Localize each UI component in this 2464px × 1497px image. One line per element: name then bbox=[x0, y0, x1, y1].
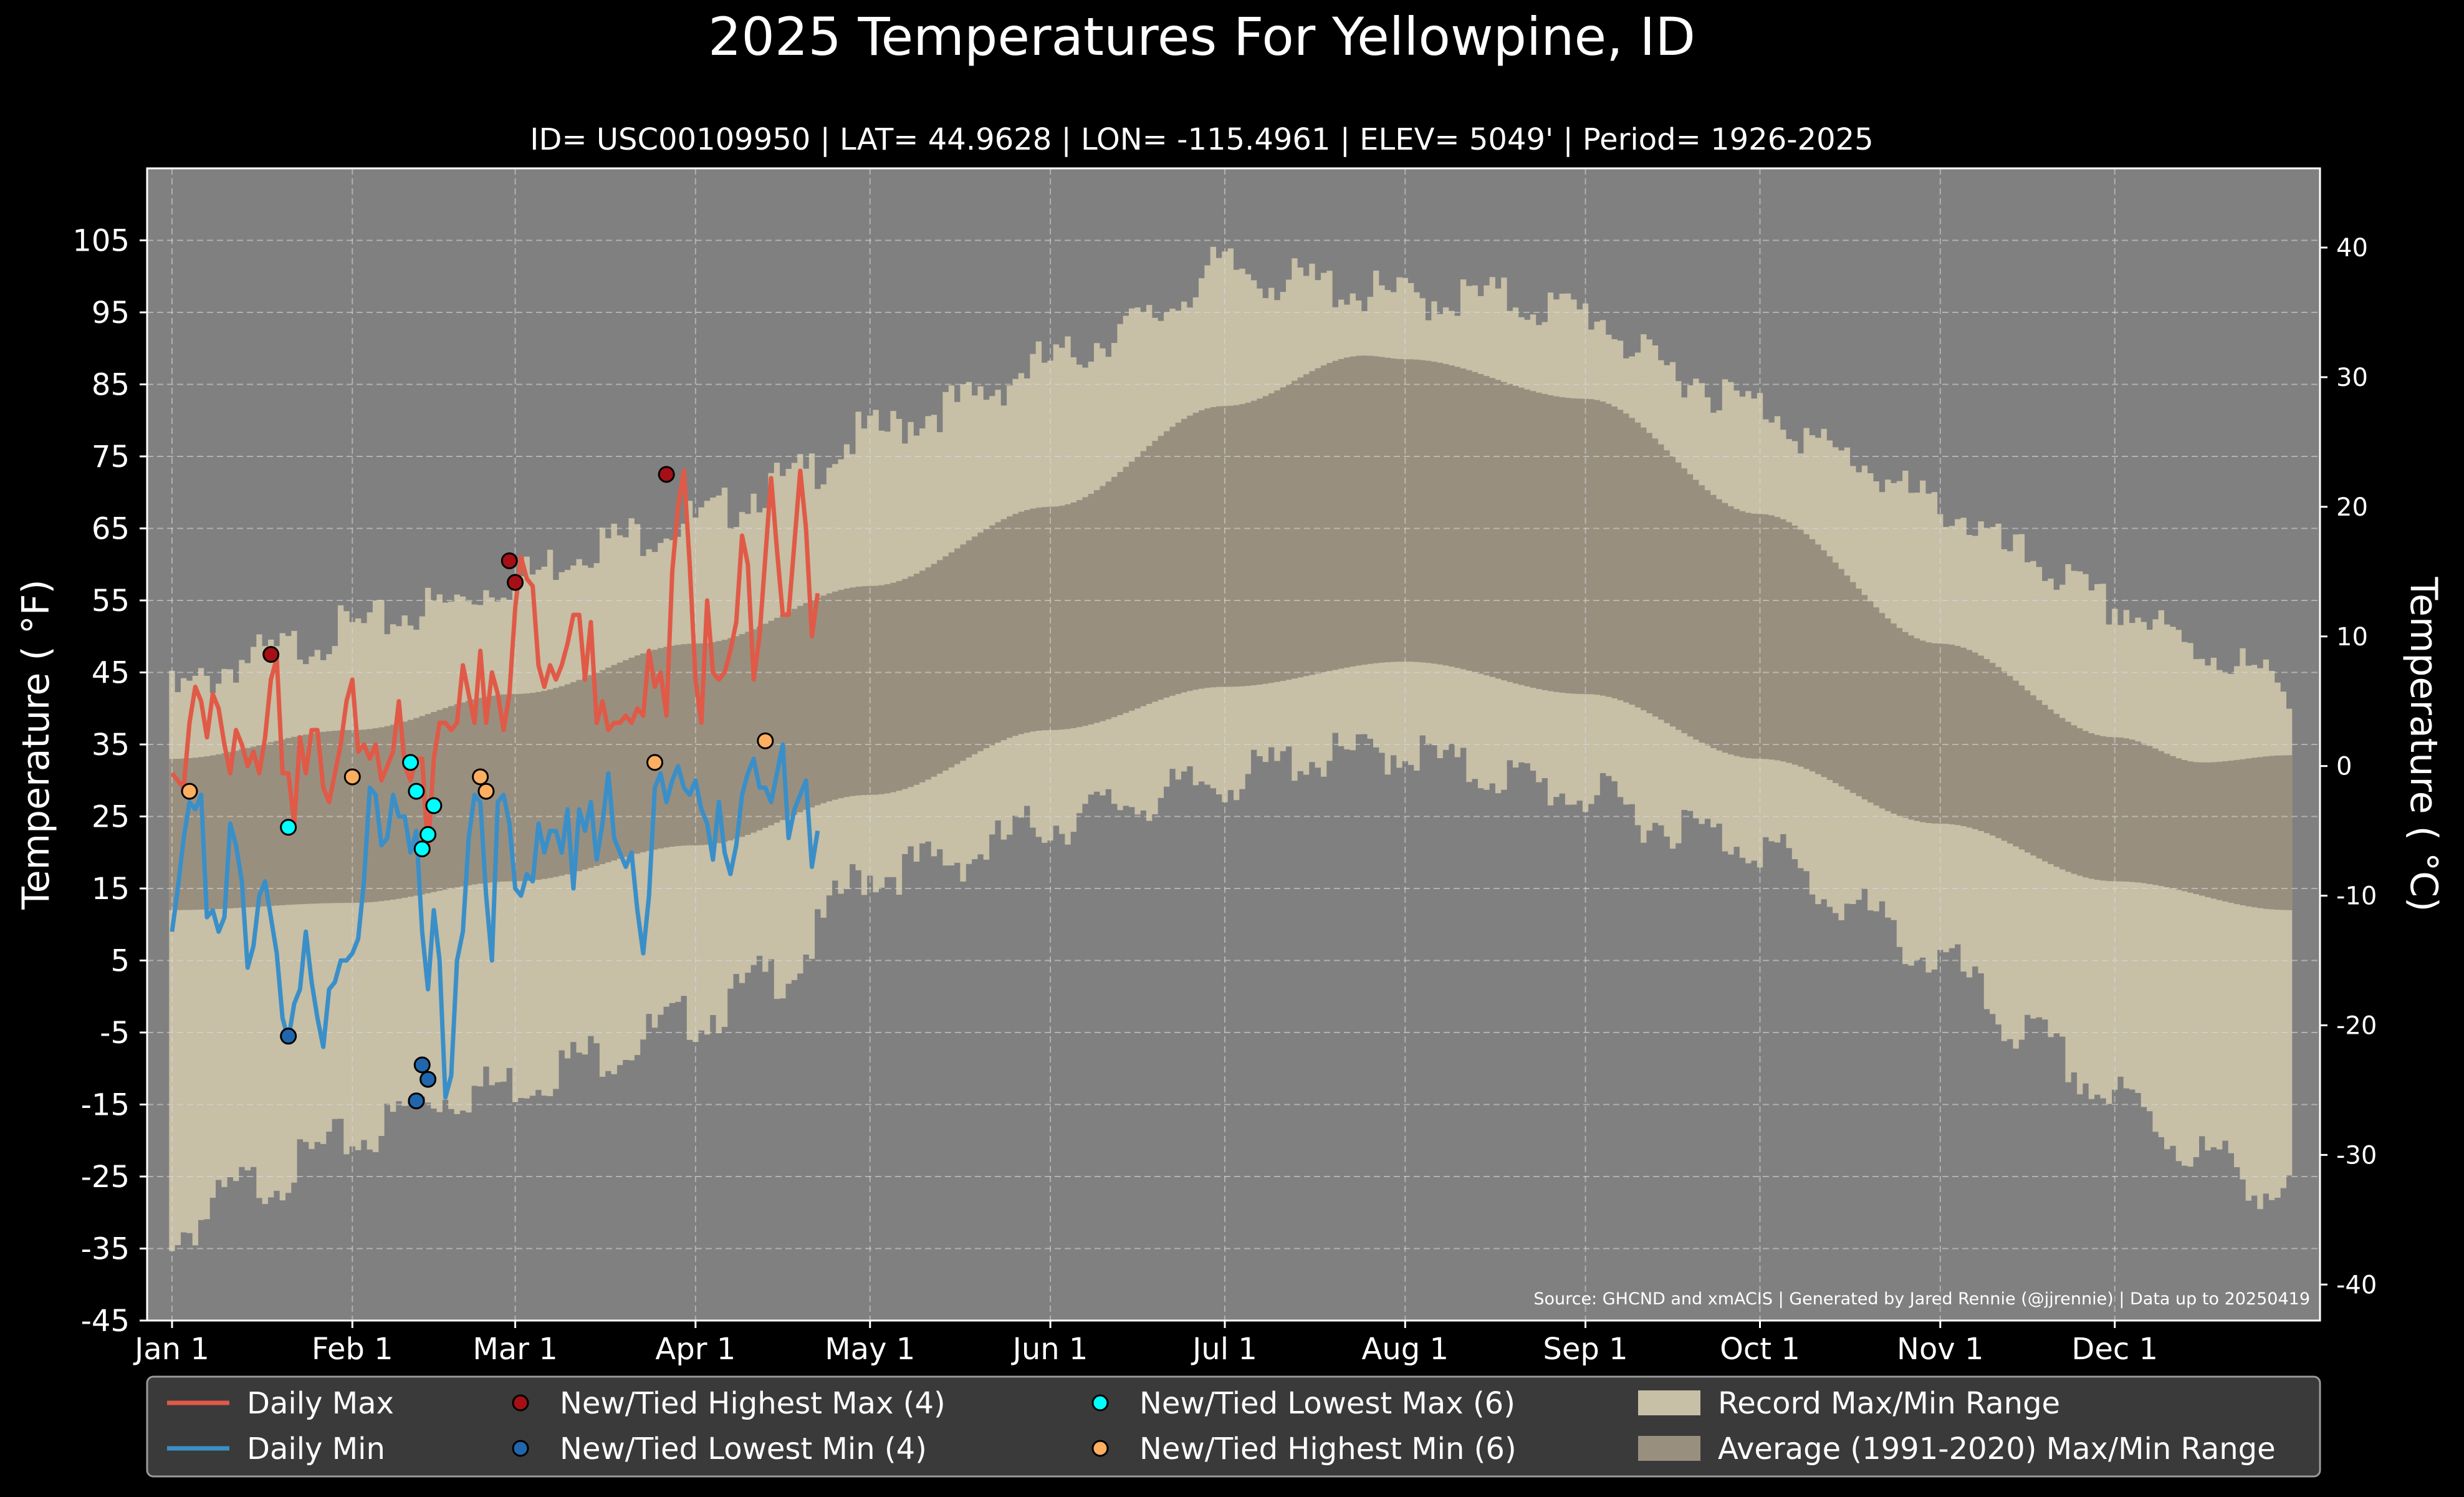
y2-tick-label: 20 bbox=[2336, 493, 2368, 522]
legend-swatch bbox=[512, 1394, 529, 1412]
new-lowest-max-marker bbox=[425, 797, 443, 814]
x-tick-label: Jul 1 bbox=[1191, 1332, 1257, 1367]
y2-tick-label: 40 bbox=[2336, 234, 2368, 262]
new-lowest-min-marker bbox=[413, 1056, 431, 1074]
new-highest-min-marker bbox=[477, 782, 495, 800]
new-lowest-max-marker bbox=[413, 840, 431, 857]
y-axis-left: 105 95 85 75 65 55 45 35 25 15 5 -5 -15 -25 -35 -45 bbox=[72, 224, 147, 1339]
legend-swatch bbox=[1091, 1394, 1109, 1412]
x-tick-label: Nov 1 bbox=[1897, 1332, 1983, 1367]
y2-tick-label: -30 bbox=[2336, 1141, 2377, 1170]
new-lowest-min-marker bbox=[419, 1071, 437, 1088]
new-lowest-max-marker bbox=[280, 819, 297, 836]
y-tick-label: 45 bbox=[92, 656, 130, 691]
legend-label: New/Tied Lowest Max (6) bbox=[1139, 1386, 1515, 1421]
y-tick-label: 105 bbox=[72, 224, 130, 259]
y-tick-label: -5 bbox=[100, 1016, 130, 1051]
x-axis: Jan 1 Feb 1 Mar 1 Apr 1 May 1 Jun 1 Jul 1 Aug 1… bbox=[133, 1321, 2158, 1367]
y2-axis-label: Temperature ( °C) bbox=[2402, 577, 2445, 912]
legend-swatch bbox=[512, 1440, 529, 1457]
legend-swatch bbox=[1638, 1436, 1700, 1461]
legend-swatch bbox=[1638, 1390, 1700, 1415]
legend-label: New/Tied Highest Min (6) bbox=[1139, 1432, 1517, 1466]
x-tick-label: Oct 1 bbox=[1720, 1332, 1800, 1367]
legend-item-average-range: Average (1991-2020) Max/Min Range bbox=[1638, 1432, 2276, 1466]
new-lowest-min-marker bbox=[408, 1092, 425, 1110]
daily-min-line bbox=[170, 742, 820, 1100]
new-highest-min-marker bbox=[181, 782, 198, 800]
y-tick-label: 15 bbox=[92, 872, 130, 907]
record-markers bbox=[181, 466, 774, 1110]
legend-label: Daily Max bbox=[247, 1386, 394, 1421]
new-highest-max-marker bbox=[501, 552, 518, 569]
y-axis-right: 40 30 20 10 0 -10 -20 -30 -40 bbox=[2320, 234, 2377, 1299]
x-tick-label: May 1 bbox=[825, 1332, 915, 1367]
x-tick-label: Dec 1 bbox=[2071, 1332, 2158, 1367]
legend-item-daily-min: Daily Min bbox=[167, 1432, 385, 1466]
legend-box bbox=[146, 1375, 2321, 1478]
x-tick-label: Feb 1 bbox=[312, 1332, 393, 1367]
new-highest-min-marker bbox=[343, 768, 361, 786]
record-range-band bbox=[169, 246, 2293, 1251]
new-highest-max-marker bbox=[262, 646, 280, 663]
chart-subtitle: ID= USC00109950 | LAT= 44.9628 | LON= -1… bbox=[530, 122, 1873, 157]
legend: Daily Max New/Tied Highest Max (4) New/Tie… bbox=[146, 1375, 2321, 1478]
new-highest-min-marker bbox=[757, 732, 774, 749]
y-tick-label: 85 bbox=[92, 368, 130, 403]
legend-swatch bbox=[1091, 1440, 1109, 1457]
legend-item-new-lowest-max: New/Tied Lowest Max (6) bbox=[1091, 1386, 1515, 1421]
legend-item-new-highest-min: New/Tied Highest Min (6) bbox=[1091, 1432, 1517, 1466]
y-axis-label: Temperature ( °F) bbox=[14, 579, 58, 910]
new-highest-min-marker bbox=[646, 754, 664, 771]
legend-label: New/Tied Lowest Min (4) bbox=[560, 1432, 927, 1466]
y-tick-label: -25 bbox=[81, 1160, 130, 1195]
y-tick-label: 5 bbox=[110, 944, 130, 979]
x-tick-label: Aug 1 bbox=[1362, 1332, 1449, 1367]
new-lowest-max-marker bbox=[419, 826, 437, 843]
y2-tick-label: -10 bbox=[2336, 882, 2377, 911]
y-tick-label: 35 bbox=[92, 728, 130, 763]
x-tick-label: Mar 1 bbox=[472, 1332, 557, 1367]
y-tick-label: 75 bbox=[92, 440, 130, 474]
y2-tick-label: 30 bbox=[2336, 363, 2368, 392]
new-lowest-max-marker bbox=[408, 782, 425, 800]
x-tick-label: Jun 1 bbox=[1011, 1332, 1088, 1367]
x-tick-label: Apr 1 bbox=[655, 1332, 736, 1367]
new-lowest-max-marker bbox=[402, 754, 419, 771]
y-tick-label: -35 bbox=[81, 1232, 130, 1267]
new-highest-min-marker bbox=[472, 768, 489, 786]
new-highest-max-marker bbox=[507, 574, 524, 591]
legend-item-daily-max: Daily Max bbox=[167, 1386, 394, 1421]
y2-tick-label: -20 bbox=[2336, 1011, 2377, 1040]
new-lowest-min-marker bbox=[280, 1028, 297, 1045]
y-tick-label: 55 bbox=[92, 584, 130, 619]
new-highest-max-marker bbox=[658, 466, 675, 483]
plot-area: Source: GHCND and xmACIS | Generated by … bbox=[146, 167, 2321, 1322]
y2-tick-label: 10 bbox=[2336, 623, 2368, 652]
y-tick-label: -45 bbox=[81, 1304, 130, 1339]
y-tick-label: 25 bbox=[92, 800, 130, 835]
grid-lines bbox=[147, 168, 2320, 1321]
y-tick-label: 65 bbox=[92, 512, 130, 547]
legend-item-new-lowest-min: New/Tied Lowest Min (4) bbox=[512, 1432, 927, 1466]
legend-label: Record Max/Min Range bbox=[1718, 1386, 2060, 1421]
y2-tick-label: 0 bbox=[2336, 753, 2352, 781]
average-range-band bbox=[169, 355, 2293, 910]
chart-title: 2025 Temperatures For Yellowpine, ID bbox=[708, 6, 1695, 67]
legend-item-record-range: Record Max/Min Range bbox=[1638, 1386, 2060, 1421]
x-tick-label: Sep 1 bbox=[1543, 1332, 1627, 1367]
legend-label: Daily Min bbox=[247, 1432, 385, 1466]
y-tick-label: -15 bbox=[81, 1088, 130, 1123]
y2-tick-label: -40 bbox=[2336, 1271, 2377, 1299]
y-tick-label: 95 bbox=[92, 296, 130, 330]
x-tick-label: Jan 1 bbox=[133, 1332, 209, 1367]
daily-max-line bbox=[170, 468, 820, 855]
legend-label: New/Tied Highest Max (4) bbox=[560, 1386, 946, 1421]
source-note: Source: GHCND and xmACIS | Generated by … bbox=[1533, 1289, 2310, 1309]
legend-item-new-highest-max: New/Tied Highest Max (4) bbox=[512, 1386, 946, 1421]
legend-label: Average (1991-2020) Max/Min Range bbox=[1718, 1432, 2276, 1466]
